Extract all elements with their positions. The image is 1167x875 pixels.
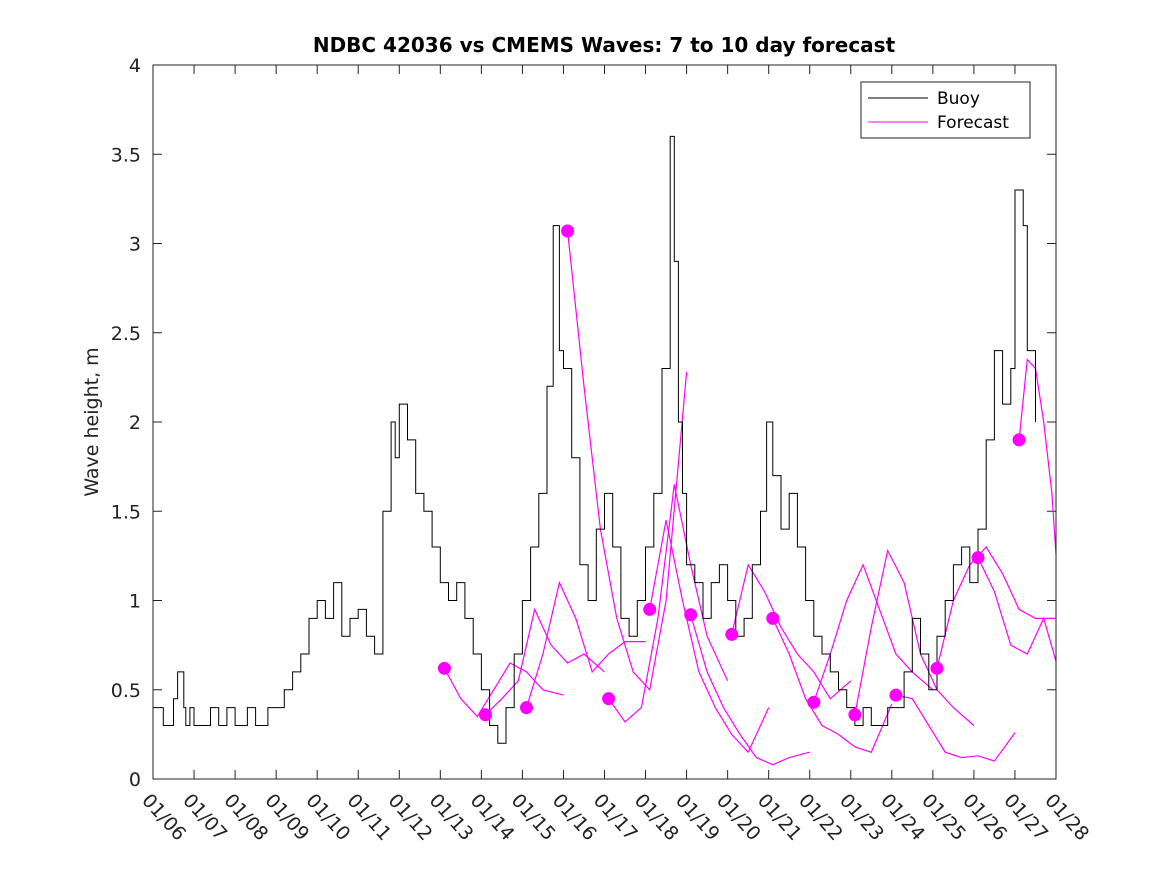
forecast-line-4 — [567, 230, 688, 692]
forecast-start-marker — [520, 701, 534, 715]
forecast-start-marker — [643, 602, 657, 616]
forecast-start-marker — [807, 695, 821, 709]
forecast-line-6 — [649, 520, 770, 754]
forecast-line-14 — [977, 557, 1056, 662]
y-tick-label: 1.5 — [111, 501, 141, 523]
legend-box — [860, 81, 1031, 139]
y-tick-label: 2 — [129, 412, 141, 434]
forecast-start-marker — [725, 627, 739, 641]
legend-buoy-label: Buoy — [937, 89, 980, 109]
y-tick-label: 3.5 — [111, 144, 141, 166]
forecast-start-marker — [848, 708, 862, 722]
forecast-start-marker — [766, 611, 780, 625]
forecast-start-marker — [930, 661, 944, 675]
y-tick-label: 2.5 — [111, 323, 141, 345]
forecast-start-marker — [561, 224, 575, 238]
forecast-line-1 — [443, 662, 564, 718]
data-series — [153, 135, 1056, 766]
legend: Buoy Forecast — [860, 81, 1031, 139]
forecast-line-5 — [608, 484, 729, 723]
forecast-start-marker — [602, 692, 616, 706]
plot-frame — [152, 64, 1057, 780]
forecast-line-7 — [690, 614, 810, 766]
forecast-line-8 — [731, 563, 852, 700]
forecast-line-10 — [813, 563, 934, 703]
forecast-line-13 — [936, 546, 1056, 669]
forecast-start-marker — [478, 708, 492, 722]
forecast-line-3 — [525, 580, 646, 708]
forecast-line-9 — [772, 618, 893, 753]
forecast-line-12 — [895, 694, 1016, 762]
buoy-line — [153, 135, 1036, 744]
forecast-start-marker — [971, 551, 985, 565]
y-tick-label: 3 — [129, 234, 141, 256]
legend-forecast-label: Forecast — [937, 113, 1009, 133]
y-tick-label: 4 — [129, 55, 141, 77]
forecast-start-marker — [889, 688, 903, 702]
chart-title: NDBC 42036 vs CMEMS Waves: 7 to 10 day f… — [313, 33, 896, 57]
forecast-start-marker — [1012, 433, 1026, 447]
forecast-start-marker — [684, 608, 698, 622]
y-tick-label: 1 — [129, 591, 141, 613]
y-tick-label: 0 — [129, 769, 141, 791]
y-axis-label: Wave height, m — [81, 347, 103, 496]
forecast-line-2 — [485, 607, 605, 716]
y-tick-label: 0.5 — [111, 680, 141, 702]
forecast-line-15 — [1018, 358, 1056, 555]
forecast-start-marker — [437, 661, 451, 675]
